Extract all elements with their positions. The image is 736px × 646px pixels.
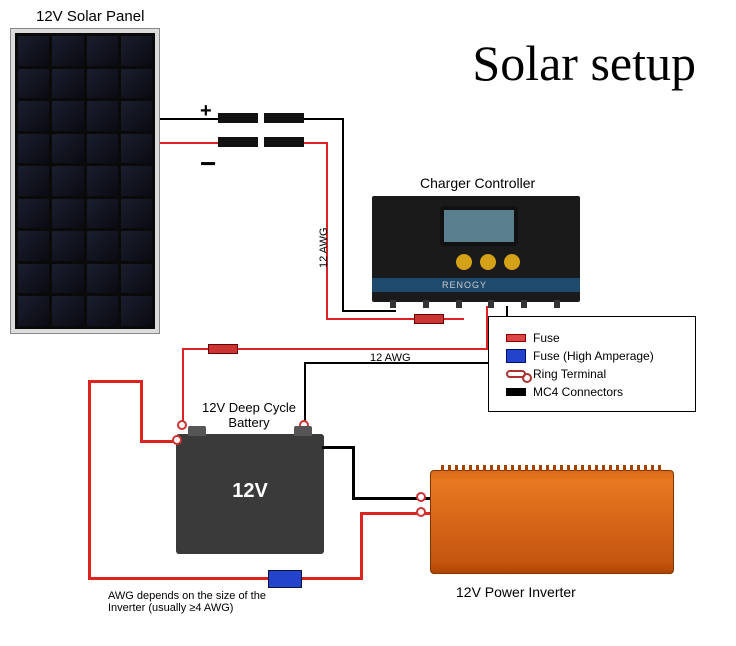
polarity-minus: −	[200, 148, 216, 180]
battery-label: 12V Deep Cycle Battery	[189, 400, 309, 430]
mc4-icon	[506, 388, 526, 396]
controller-label: Charger Controller	[420, 175, 535, 191]
controller-button	[456, 254, 472, 270]
ring-terminal-icon	[172, 435, 182, 445]
lcd-screen-icon	[440, 206, 518, 246]
fuse-icon	[506, 334, 526, 342]
awg-note: AWG depends on the size of the Inverter …	[108, 590, 298, 614]
fuse-high-amperage-icon	[506, 349, 526, 363]
mc4-icon	[218, 137, 258, 147]
ring-terminal-icon	[506, 370, 526, 378]
mc4-icon	[264, 113, 304, 123]
diagram-title: Solar setup	[472, 34, 696, 92]
legend-item: Fuse	[499, 331, 685, 345]
ring-terminal-icon	[416, 507, 426, 517]
fuse-high-amperage-icon	[268, 570, 302, 588]
solar-cells	[15, 33, 155, 329]
controller-button	[480, 254, 496, 270]
legend-item: Fuse (High Amperage)	[499, 349, 685, 363]
inverter	[430, 470, 674, 574]
legend-item: Ring Terminal	[499, 367, 685, 381]
wiring-diagram: 12V Solar Panel Solar setup + − 12 AWG C…	[0, 0, 736, 646]
awg-label: 12 AWG	[370, 352, 411, 364]
legend: Fuse Fuse (High Amperage) Ring Terminal …	[488, 316, 696, 412]
mc4-icon	[264, 137, 304, 147]
fuse-icon	[414, 314, 444, 324]
controller-button	[504, 254, 520, 270]
ring-terminal-icon	[416, 492, 426, 502]
solar-panel	[10, 28, 160, 334]
fuse-icon	[208, 344, 238, 354]
awg-label: 12 AWG	[318, 227, 330, 268]
inverter-label: 12V Power Inverter	[456, 584, 576, 600]
charger-controller: RENOGY	[372, 196, 580, 302]
battery-voltage: 12V	[176, 480, 324, 503]
controller-brand: RENOGY	[372, 278, 580, 292]
mc4-icon	[218, 113, 258, 123]
ring-terminal-icon	[177, 420, 187, 430]
battery: 12V	[176, 434, 324, 554]
solar-panel-label: 12V Solar Panel	[36, 8, 144, 25]
legend-item: MC4 Connectors	[499, 385, 685, 399]
